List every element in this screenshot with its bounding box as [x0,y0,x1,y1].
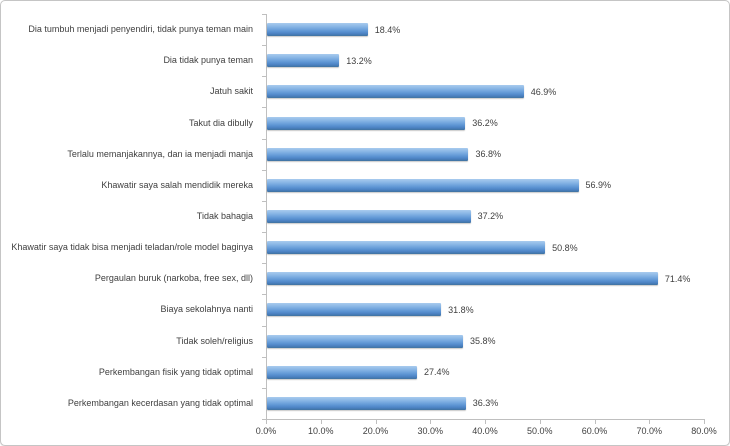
bar [267,210,471,223]
bar [267,116,466,130]
bar [267,54,340,68]
category-label: Tidak bahagia [196,210,253,221]
bar [267,85,524,99]
x-axis-tick [320,420,322,424]
y-axis-tick [262,294,266,296]
y-axis-tick [262,169,266,171]
x-axis-tick [649,420,651,424]
x-axis-tick-label: 70.0% [636,426,663,436]
category-label: Jatuh sakit [209,86,253,97]
category-label: Perkembangan fisik yang tidak optimal [98,366,253,377]
x-axis-tick [539,420,541,424]
bar [267,272,658,286]
value-label: 13.2% [346,55,372,66]
y-axis-tick [262,387,266,389]
x-axis-tick [594,420,596,424]
category-label: Perkembangan kecerdasan yang tidak optim… [67,397,253,408]
category-label: Terlalu memanjakannya, dan ia menjadi ma… [67,148,253,159]
category-label: Biaya sekolahnya nanti [160,304,253,315]
x-axis-tick [485,420,486,424]
bar [267,334,463,348]
value-label: 36.2% [472,118,498,129]
value-label: 35.8% [470,336,496,347]
value-label: 71.4% [664,273,691,284]
y-axis-tick [262,45,266,47]
x-axis-tick-label: 40.0% [472,426,498,436]
x-axis-tick [704,420,705,424]
x-axis-tick-label: 0.0% [255,426,277,436]
bar [267,23,368,37]
value-label: 37.2% [477,211,504,222]
bar [267,147,469,161]
x-axis-tick-label: 80.0% [691,426,717,436]
category-label: Takut dia dibully [188,117,253,128]
category-label: Khawatir saya tidak bisa menjadi teladan… [11,242,253,253]
value-label: 56.9% [585,180,612,191]
bar [267,396,466,410]
category-label: Dia tumbuh menjadi penyendiri, tidak pun… [28,24,253,35]
y-axis-tick [262,14,266,15]
y-axis-tick [262,76,266,78]
y-axis-line [266,14,267,420]
y-axis-tick [262,263,266,265]
y-axis-tick [262,232,266,234]
bar [267,303,442,317]
value-label: 18.4% [374,24,401,35]
x-axis-tick-label: 50.0% [526,426,553,436]
x-axis-tick [430,420,432,424]
x-axis-tick-label: 60.0% [581,426,608,436]
bar [267,178,579,192]
bar [267,241,546,255]
bar [267,365,417,379]
x-axis-line [266,419,705,420]
y-axis-tick [262,107,266,109]
value-label: 36.8% [475,149,501,160]
category-label: Khawatir saya salah mendidik mereka [101,179,253,190]
value-label: 27.4% [424,367,450,378]
category-label: Pergaulan buruk (narkoba, free sex, dll) [94,273,253,284]
x-axis-tick-label: 10.0% [307,426,334,436]
x-axis-tick [266,420,267,424]
y-axis-tick [262,138,266,140]
y-axis-tick [262,419,266,420]
value-label: 46.9% [530,86,557,97]
x-axis-tick-label: 20.0% [362,426,389,436]
x-axis-tick [375,420,377,424]
category-label: Tidak soleh/religius [176,335,253,346]
value-label: 50.8% [552,242,578,253]
y-axis-tick [262,356,266,358]
category-label: Dia tidak punya teman [163,55,253,66]
y-axis-tick [262,325,266,327]
y-axis-tick [262,200,266,202]
value-label: 36.3% [472,398,499,409]
value-label: 31.8% [448,304,474,315]
x-axis-tick-label: 30.0% [417,426,444,436]
